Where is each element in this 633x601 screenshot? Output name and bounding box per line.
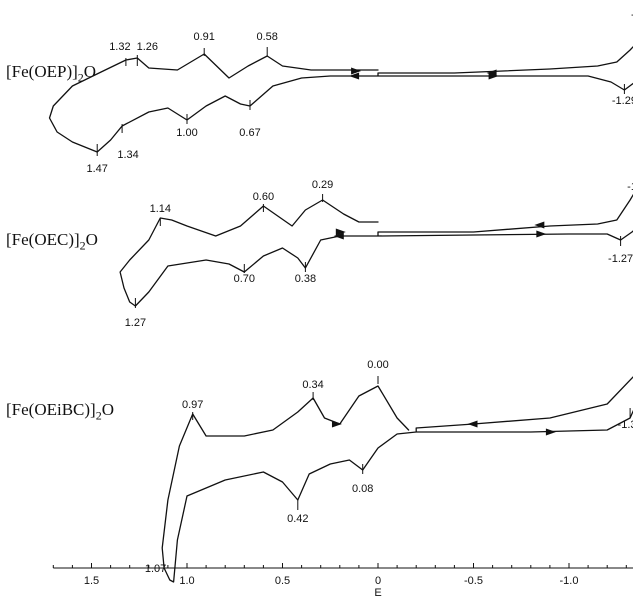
peak-label: -1.37 [627, 181, 633, 193]
x-axis-title: E [374, 587, 381, 599]
peak-label: 0.08 [352, 483, 373, 495]
compound-label-oep-main: [Fe(OEP)] [6, 62, 78, 81]
peak-label: 1.32 [109, 41, 130, 53]
peak-label: 0.38 [295, 273, 316, 285]
x-tick-label: -1.0 [560, 575, 579, 587]
peak-label: 0.29 [312, 179, 333, 191]
peak-label: 1.26 [137, 41, 158, 53]
direction-arrow-oeibc-1 [467, 420, 478, 428]
peak-label: 1.47 [86, 163, 107, 175]
peak-label: -1.29 [612, 95, 633, 107]
peak-label: 0.97 [182, 399, 203, 411]
peak-label: 0.34 [302, 379, 323, 391]
peak-label: 1.00 [176, 127, 197, 139]
compound-label-oeibc: [Fe(OEiBC)]2O [6, 400, 114, 423]
peak-label: 0.42 [287, 513, 308, 525]
compound-label-oec-sub: 2 [79, 238, 86, 253]
peak-label: 0.91 [193, 31, 214, 43]
peak-label: 1.07 [145, 563, 166, 575]
cv-trace-oec [119, 193, 633, 307]
compound-label-oec-tail: O [85, 230, 98, 249]
direction-arrow-oeibc-2 [545, 428, 556, 436]
peak-label: -1.32 [618, 419, 633, 431]
direction-arrow-oep-3 [488, 72, 499, 80]
x-tick-label: 0.5 [275, 575, 290, 587]
x-tick-label: 0 [375, 575, 381, 587]
direction-arrow-oep-1 [349, 72, 360, 80]
compound-label-oeibc-tail: O [101, 400, 114, 419]
direction-arrow-oec-1 [333, 232, 344, 240]
x-tick-label: 1.5 [84, 575, 99, 587]
compound-label-oec-main: [Fe(OEC)] [6, 230, 80, 249]
peak-label: -1.39 [631, 9, 633, 21]
cv-trace-oep [48, 46, 633, 153]
peak-label: 0.67 [239, 127, 260, 139]
peak-label: 0.00 [367, 359, 388, 371]
direction-arrow-oec-3 [536, 230, 547, 238]
peak-label: 1.27 [125, 317, 146, 329]
peak-label: 1.34 [117, 149, 138, 161]
compound-label-oec: [Fe(OEC)]2O [6, 230, 98, 253]
compound-label-oeibc-main: [Fe(OEiBC)] [6, 400, 96, 419]
direction-arrow-oep-0 [351, 67, 362, 75]
peak-labels-layer: 1.32 1.26 0.91 0.58 1.47 1.34 1.00 0.67 -1.39 -1.… [86, 9, 633, 575]
curves-layer [48, 46, 633, 583]
direction-arrow-oeibc-0 [331, 420, 342, 428]
x-tick-label: 1.0 [179, 575, 194, 587]
direction-arrow-oec-0 [335, 228, 346, 236]
compound-label-oep: [Fe(OEP)]2O [6, 62, 96, 85]
peak-label: 0.60 [253, 191, 274, 203]
peak-label: 0.70 [234, 273, 255, 285]
peak-label: 1.14 [150, 203, 171, 215]
x-axis: 1.51.00.50-0.5-1.0-1.5E [52, 563, 633, 599]
cv-trace-oeibc [161, 376, 633, 583]
peak-label: 0.58 [256, 31, 277, 43]
compound-label-oeibc-sub: 2 [95, 408, 102, 423]
x-tick-label: -0.5 [464, 575, 483, 587]
compound-label-oep-sub: 2 [77, 70, 84, 85]
direction-arrow-oec-2 [534, 221, 545, 229]
peak-label: -1.27 [608, 253, 633, 265]
